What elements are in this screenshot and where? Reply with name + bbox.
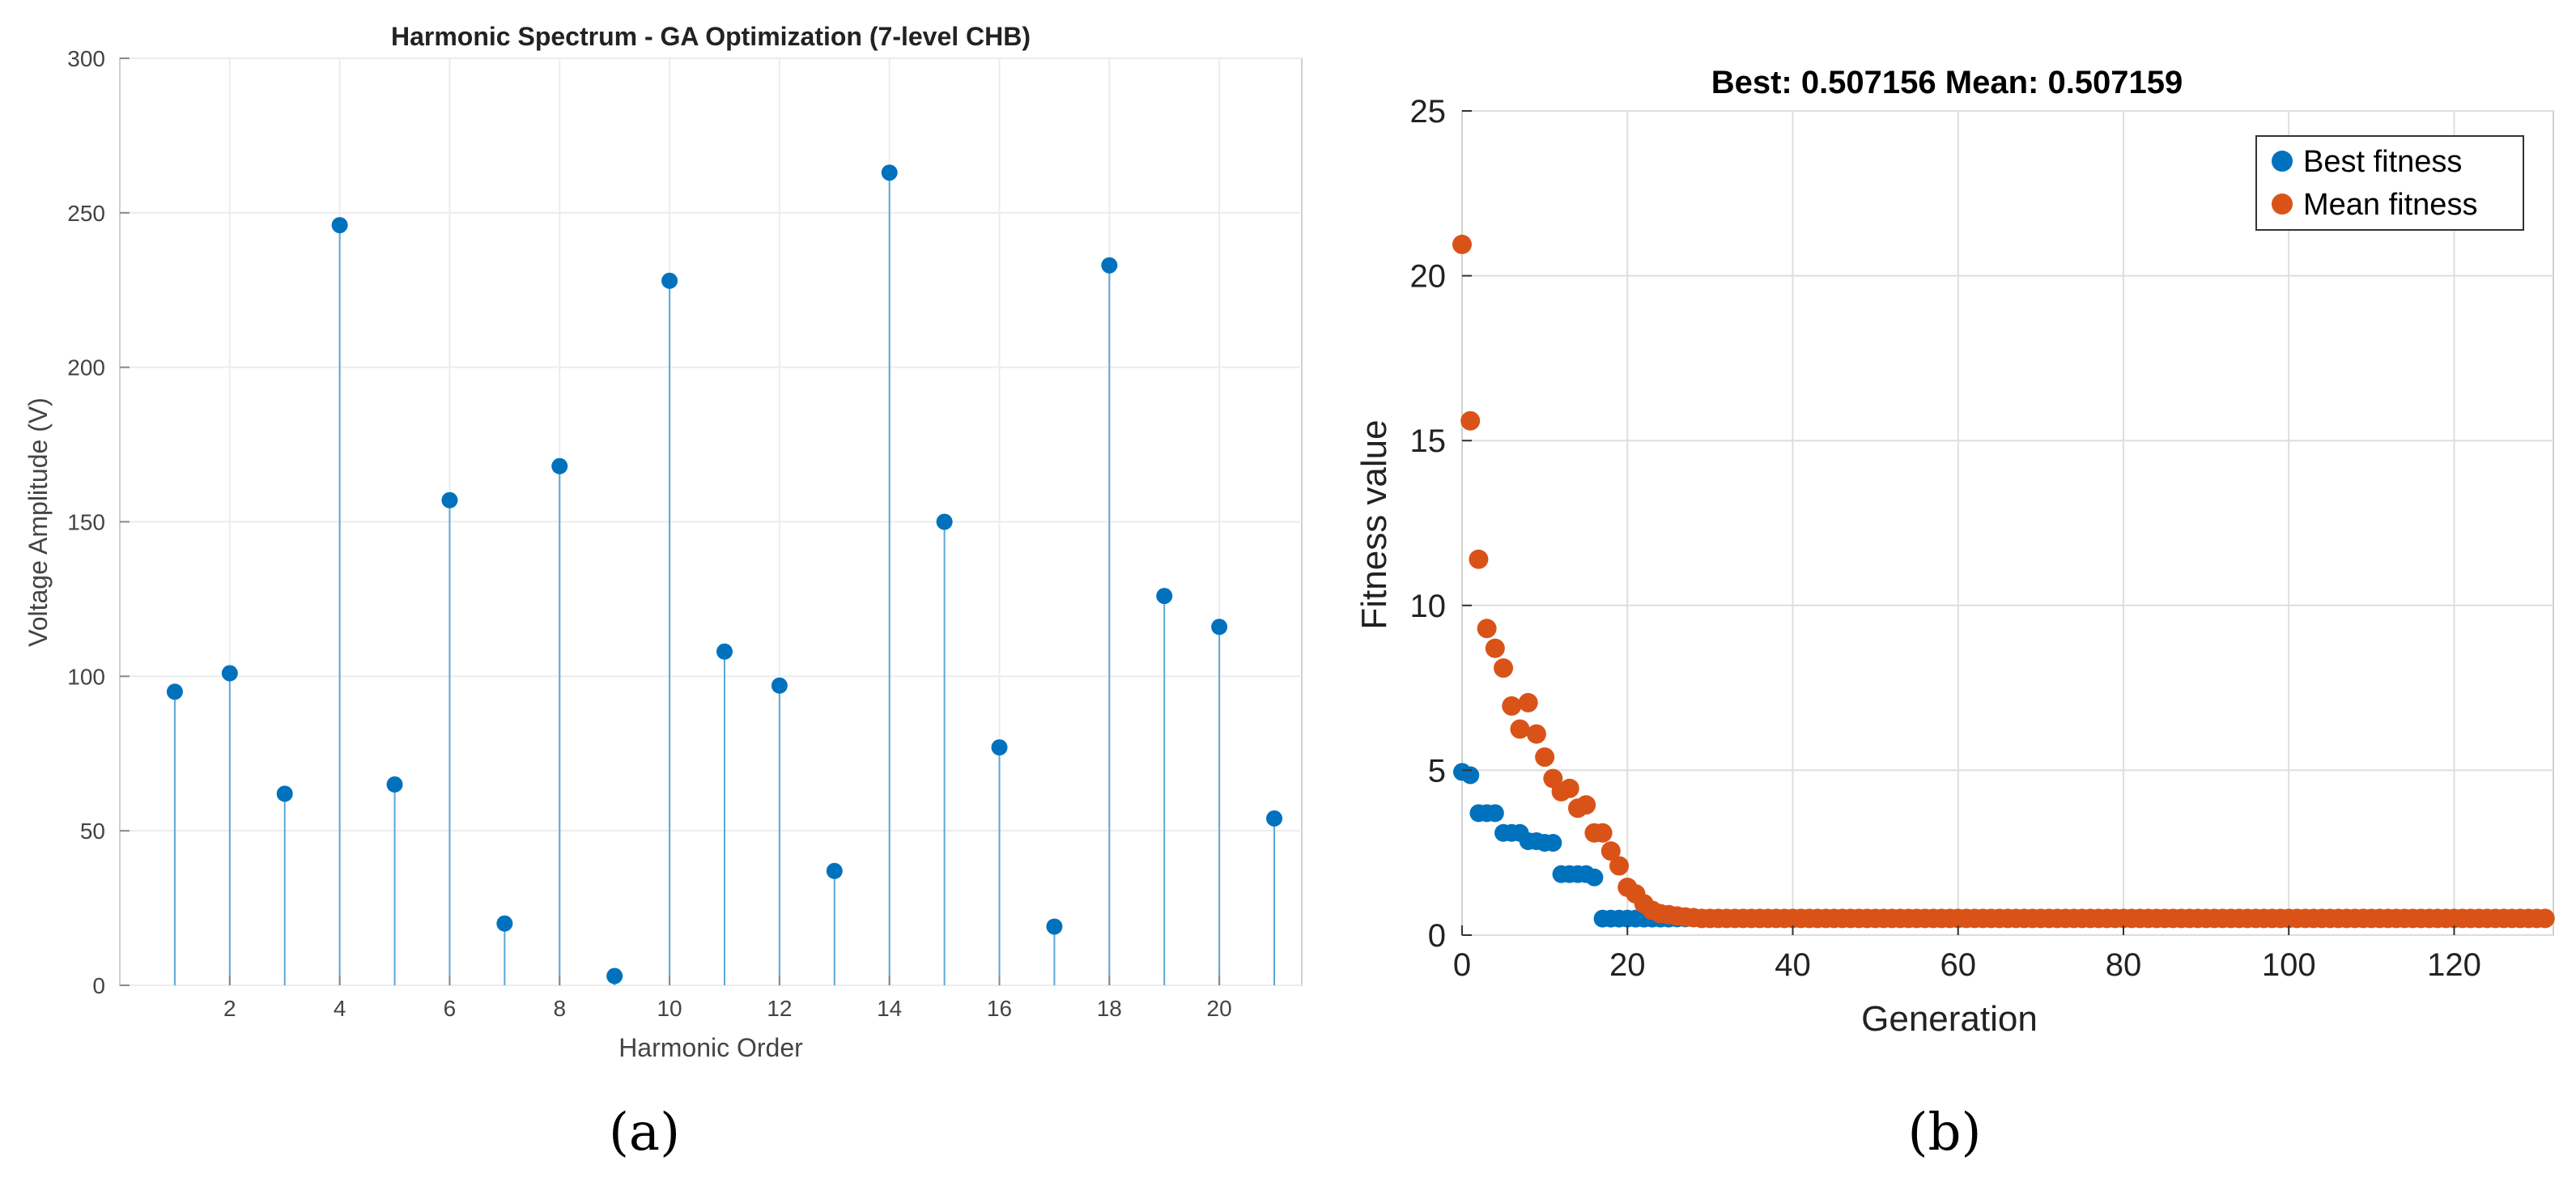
- x-tick-label: 14: [877, 996, 902, 1021]
- y-tick-label: 0: [1428, 918, 1446, 954]
- stem-marker: [1101, 257, 1118, 274]
- x-axis-label-b: Generation: [1861, 999, 2038, 1039]
- y-tick-label: 15: [1410, 423, 1447, 459]
- legend-marker-mean: [2272, 193, 2293, 215]
- x-axis-label-a: Harmonic Order: [618, 1033, 803, 1062]
- y-ticks-a: 0 50 100 150 200 250 300: [67, 46, 130, 998]
- x-tick-label: 100: [2262, 947, 2316, 983]
- x-tick-label: 2: [223, 996, 236, 1021]
- mean-fitness-point: [1494, 658, 1514, 678]
- y-tick-label: 5: [1428, 753, 1446, 789]
- mean-fitness-point: [1559, 778, 1579, 798]
- x-tick-label: 10: [657, 996, 682, 1021]
- x-tick-label: 12: [767, 996, 792, 1021]
- legend-label-mean: Mean fitness: [2303, 188, 2477, 222]
- stem-marker: [826, 862, 843, 879]
- y-axis-label-b: Fitness value: [1354, 419, 1394, 629]
- stem-marker: [606, 967, 623, 985]
- mean-fitness-point: [1609, 856, 1630, 876]
- points-b: [1452, 234, 2555, 929]
- best-fitness-point: [1544, 833, 1562, 852]
- caption-a: (a): [609, 1103, 680, 1163]
- stem-marker: [936, 513, 953, 530]
- stems-a: [166, 164, 1283, 985]
- x-tick-label: 4: [334, 996, 346, 1021]
- x-tick-label: 120: [2427, 947, 2481, 983]
- mean-fitness-point: [1576, 795, 1596, 815]
- x-tick-label: 18: [1097, 996, 1122, 1021]
- stem-marker: [716, 643, 733, 660]
- y-tick-label: 200: [67, 355, 105, 381]
- x-tick-label: 80: [2106, 947, 2142, 983]
- panel-b-ga-fitness: 0 20 40 60 80 100 120 0 5 10 15 20 25 Best: 0.50715…: [1354, 65, 2555, 1163]
- plot-area-b: [1461, 110, 2554, 936]
- stem-marker: [771, 677, 788, 694]
- stem-marker: [661, 272, 678, 289]
- caption-b: (b): [1908, 1103, 1982, 1163]
- x-tick-label: 40: [1775, 947, 1811, 983]
- mean-fitness-point: [1592, 823, 1613, 843]
- y-ticks-b: 0 5 10 15 20 25: [1410, 94, 1472, 954]
- legend-label-best: Best fitness: [2303, 145, 2462, 179]
- stem-marker: [441, 491, 458, 508]
- x-ticks-a: 2 4 6 8 10 12 14 16 18 20: [223, 976, 1232, 1021]
- stem-marker: [386, 776, 403, 793]
- y-tick-label: 10: [1410, 589, 1447, 624]
- stem-marker: [1156, 588, 1173, 605]
- mean-fitness-point: [1477, 619, 1497, 639]
- stem-marker: [221, 665, 238, 682]
- x-tick-label: 6: [444, 996, 457, 1021]
- mean-fitness-point: [1535, 747, 1555, 768]
- stem-marker: [1266, 810, 1283, 827]
- y-tick-label: 100: [67, 664, 105, 689]
- stem-marker: [551, 457, 568, 474]
- mean-fitness-point: [1452, 234, 1472, 254]
- stem-marker: [1211, 619, 1228, 636]
- stem-marker: [276, 785, 293, 802]
- x-tick-label: 16: [987, 996, 1012, 1021]
- y-tick-label: 150: [67, 510, 105, 535]
- x-tick-label: 20: [1609, 947, 1646, 983]
- mean-fitness-point: [1460, 410, 1481, 431]
- best-fitness-point: [1486, 804, 1504, 823]
- stem-marker: [331, 217, 348, 234]
- legend-b: Best fitness Mean fitness: [2255, 135, 2524, 231]
- y-axis-label-a: Voltage Amplitude (V): [23, 398, 53, 647]
- stem-marker: [166, 683, 183, 700]
- legend-marker-best: [2272, 151, 2293, 172]
- mean-fitness-point: [1502, 695, 1522, 716]
- mean-fitness-point: [1526, 724, 1546, 744]
- mean-fitness-point: [1518, 692, 1538, 712]
- best-fitness-point: [1461, 766, 1480, 785]
- mean-fitness-point: [2535, 908, 2555, 929]
- panel-a-harmonic-spectrum: 2 4 6 8 10 12 14 16 18 20 0 50 100 150 200 250 300 Harm…: [23, 22, 1303, 1163]
- y-tick-label: 0: [92, 973, 105, 998]
- y-tick-label: 300: [67, 46, 105, 71]
- mean-fitness-point: [1469, 549, 1489, 569]
- x-ticks-b: 0 20 40 60 80 100 120: [1453, 925, 2481, 983]
- x-tick-label: 60: [1940, 947, 1976, 983]
- x-tick-label: 8: [553, 996, 566, 1021]
- legend-box: [2255, 135, 2524, 231]
- chart-title-b: Best: 0.507156 Mean: 0.507159: [1711, 65, 2183, 100]
- chart-title-a: Harmonic Spectrum - GA Optimization (7-l…: [391, 22, 1031, 51]
- x-tick-label: 0: [1453, 947, 1471, 983]
- x-tick-label: 20: [1207, 996, 1232, 1021]
- y-tick-label: 250: [67, 201, 105, 226]
- stem-marker: [881, 164, 898, 181]
- y-tick-label: 25: [1410, 94, 1447, 130]
- y-tick-label: 20: [1410, 259, 1447, 295]
- mean-fitness-point: [1510, 719, 1530, 739]
- best-fitness-point: [1585, 868, 1604, 887]
- stem-marker: [1046, 918, 1063, 935]
- mean-fitness-point: [1600, 841, 1621, 861]
- mean-fitness-point: [1485, 638, 1505, 658]
- y-tick-label: 50: [80, 819, 105, 844]
- stem-marker: [496, 915, 513, 932]
- stem-marker: [991, 739, 1008, 756]
- grid-b: [1462, 110, 2553, 936]
